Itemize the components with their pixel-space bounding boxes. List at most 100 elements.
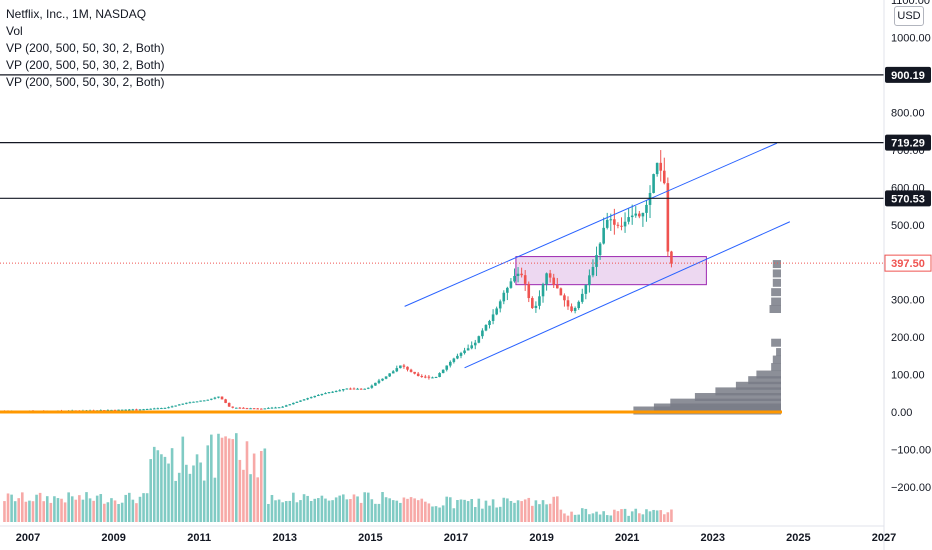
vol-indicator-label[interactable]: Vol <box>6 24 23 38</box>
candle-body <box>338 390 342 392</box>
volume-bar <box>92 500 95 522</box>
volume-bar <box>284 501 288 522</box>
volume-bar <box>302 494 306 522</box>
volume-bar <box>217 433 220 522</box>
candle-body <box>284 405 288 407</box>
volume-bar <box>277 499 281 522</box>
candle-body <box>563 295 566 301</box>
candle-body <box>584 285 588 294</box>
volume-bar <box>188 473 192 522</box>
volume-bar <box>160 454 163 522</box>
candle-body <box>160 408 163 410</box>
volume-bar <box>170 448 174 522</box>
vp-indicator-label-2[interactable]: VP (200, 500, 50, 30, 2, Both) <box>6 58 165 72</box>
volume-bar <box>580 508 584 522</box>
volume-bar <box>588 514 591 522</box>
candle-body <box>473 342 477 346</box>
volume-bar <box>60 498 63 522</box>
volume-bar <box>242 469 245 522</box>
volume-bar <box>420 498 424 522</box>
candle-body <box>595 255 598 267</box>
volume-bar <box>502 497 506 522</box>
candle-body <box>470 345 473 349</box>
volume-bar <box>35 494 38 522</box>
volume-bar <box>174 480 177 522</box>
candle-body <box>477 336 481 343</box>
symbol-title[interactable]: Netflix, Inc., 1M, NASDAQ <box>6 7 147 21</box>
candle-body <box>638 213 641 217</box>
candle-body <box>670 251 673 264</box>
y-tick-label: 200.00 <box>891 332 925 344</box>
volume-bar <box>195 454 199 522</box>
candle-body <box>445 365 449 370</box>
volume-bar <box>595 511 598 522</box>
candle-body <box>406 366 409 370</box>
volume-bar <box>13 501 17 522</box>
y-tick-label: 100.00 <box>891 370 925 382</box>
candle-body <box>270 407 274 409</box>
candle-body <box>377 380 381 383</box>
x-tick-label: 2019 <box>529 532 553 544</box>
vp-indicator-label-1[interactable]: VP (200, 500, 50, 30, 2, Both) <box>6 41 165 55</box>
candle-body <box>516 273 520 277</box>
volume-bar <box>513 502 516 522</box>
volume-bar <box>327 500 331 522</box>
candle-body <box>349 388 352 390</box>
volume-bar <box>10 494 13 522</box>
candle-body <box>481 330 484 337</box>
volume-bar <box>288 500 292 522</box>
candle-body <box>434 377 438 379</box>
volume-bar <box>53 496 56 522</box>
volume-bar <box>213 477 217 522</box>
volume-bar <box>145 493 149 522</box>
y-tick-label: 300.00 <box>891 295 925 307</box>
candle-body <box>245 408 249 410</box>
volume-bar <box>38 492 42 522</box>
candle-body <box>381 378 384 381</box>
volume-bar <box>670 509 673 522</box>
candle-body <box>620 225 623 227</box>
volume-profile-bar <box>756 370 781 379</box>
volume-bar <box>534 500 538 522</box>
candle-body <box>302 399 306 401</box>
volume-bar <box>459 499 463 522</box>
candle-body <box>142 409 145 411</box>
candle-body <box>263 408 267 410</box>
volume-bar <box>181 436 185 522</box>
candle-body <box>185 402 188 404</box>
volume-bar <box>391 500 395 522</box>
volume-bar <box>388 498 391 522</box>
x-tick-label: 2013 <box>273 532 297 544</box>
currency-badge[interactable]: USD <box>894 6 924 26</box>
candle-body <box>199 400 202 402</box>
y-tick-label: 1000.00 <box>891 33 931 45</box>
candle-body <box>438 373 441 378</box>
volume-bar <box>584 508 588 522</box>
candle-body <box>231 406 235 408</box>
volume-profile-bar <box>771 338 781 347</box>
volume-bar <box>3 501 6 522</box>
candle-body <box>416 373 420 377</box>
vp-indicator-label-3[interactable]: VP (200, 500, 50, 30, 2, Both) <box>6 75 165 89</box>
volume-bar <box>509 501 513 522</box>
volume-bar <box>452 508 456 522</box>
candle-body <box>577 301 580 309</box>
channel-upper-line <box>404 142 778 307</box>
candle-body <box>645 204 648 213</box>
volume-bar <box>424 501 427 522</box>
candle-body <box>555 284 559 289</box>
volume-bar <box>295 502 299 522</box>
volume-bar <box>431 506 434 522</box>
volume-bar <box>523 499 527 522</box>
volume-bar <box>555 496 559 522</box>
volume-bar <box>309 500 313 522</box>
volume-bar <box>570 511 573 522</box>
candle-body <box>163 407 167 409</box>
volume-bar <box>149 459 152 522</box>
volume-profile-bar <box>769 305 781 314</box>
volume-bar <box>349 499 352 522</box>
volume-bar <box>167 463 170 522</box>
last-price-label-bg <box>884 254 932 272</box>
volume-bar <box>395 500 399 522</box>
